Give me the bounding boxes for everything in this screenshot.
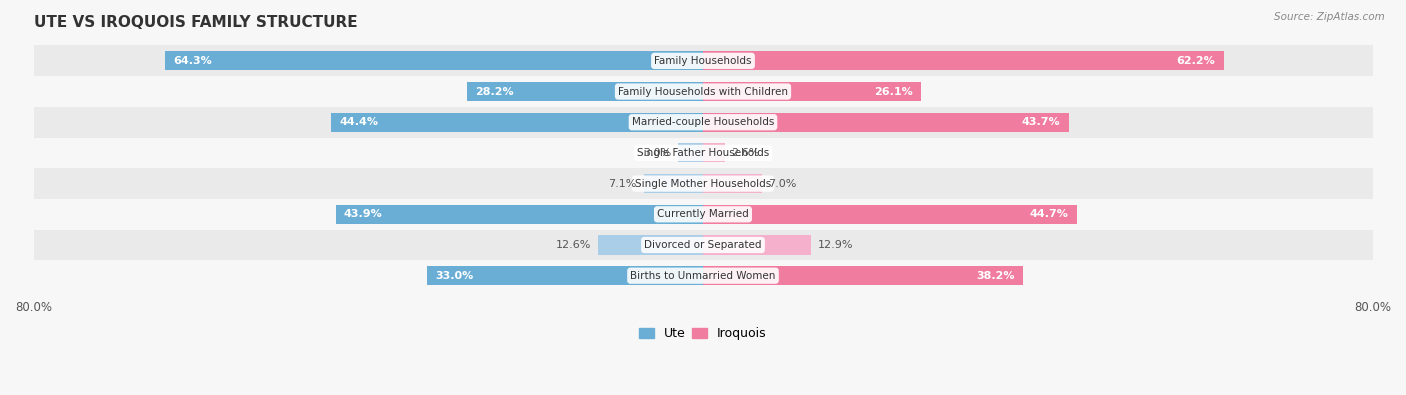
Text: 44.4%: 44.4% [340, 117, 378, 127]
Bar [34, 199, 1372, 229]
Text: 12.6%: 12.6% [555, 240, 591, 250]
Bar [165, 51, 703, 70]
Text: Married-couple Households: Married-couple Households [631, 117, 775, 127]
Bar [644, 174, 703, 193]
Bar [703, 82, 921, 101]
Text: 62.2%: 62.2% [1177, 56, 1215, 66]
Text: 64.3%: 64.3% [173, 56, 212, 66]
Bar [703, 113, 1069, 132]
Text: 12.9%: 12.9% [818, 240, 853, 250]
Bar [703, 51, 1223, 70]
Text: 44.7%: 44.7% [1029, 209, 1069, 219]
Bar [34, 260, 1372, 291]
Text: Family Households: Family Households [654, 56, 752, 66]
Bar [427, 266, 703, 285]
Text: Family Households with Children: Family Households with Children [619, 87, 787, 96]
Text: 43.9%: 43.9% [344, 209, 382, 219]
Bar [467, 82, 703, 101]
Text: 2.6%: 2.6% [731, 148, 759, 158]
Bar [332, 113, 703, 132]
Bar [703, 174, 762, 193]
Bar [703, 205, 1077, 224]
Text: UTE VS IROQUOIS FAMILY STRUCTURE: UTE VS IROQUOIS FAMILY STRUCTURE [34, 15, 357, 30]
Bar [34, 45, 1372, 76]
Text: 43.7%: 43.7% [1022, 117, 1060, 127]
Bar [703, 235, 811, 254]
Text: 28.2%: 28.2% [475, 87, 515, 96]
Bar [678, 143, 703, 162]
Text: Births to Unmarried Women: Births to Unmarried Women [630, 271, 776, 281]
Text: 38.2%: 38.2% [976, 271, 1014, 281]
Bar [34, 168, 1372, 199]
Legend: Ute, Iroquois: Ute, Iroquois [634, 322, 772, 346]
Text: Source: ZipAtlas.com: Source: ZipAtlas.com [1274, 12, 1385, 22]
Text: 3.0%: 3.0% [643, 148, 671, 158]
Text: Currently Married: Currently Married [657, 209, 749, 219]
Bar [703, 143, 724, 162]
Bar [34, 137, 1372, 168]
Text: Single Mother Households: Single Mother Households [636, 179, 770, 188]
Bar [336, 205, 703, 224]
Bar [34, 76, 1372, 107]
Bar [598, 235, 703, 254]
Bar [703, 266, 1022, 285]
Text: Single Father Households: Single Father Households [637, 148, 769, 158]
Text: Divorced or Separated: Divorced or Separated [644, 240, 762, 250]
Text: 7.1%: 7.1% [609, 179, 637, 188]
Text: 26.1%: 26.1% [875, 87, 912, 96]
Text: 33.0%: 33.0% [436, 271, 474, 281]
Bar [34, 107, 1372, 137]
Bar [34, 229, 1372, 260]
Text: 7.0%: 7.0% [768, 179, 797, 188]
